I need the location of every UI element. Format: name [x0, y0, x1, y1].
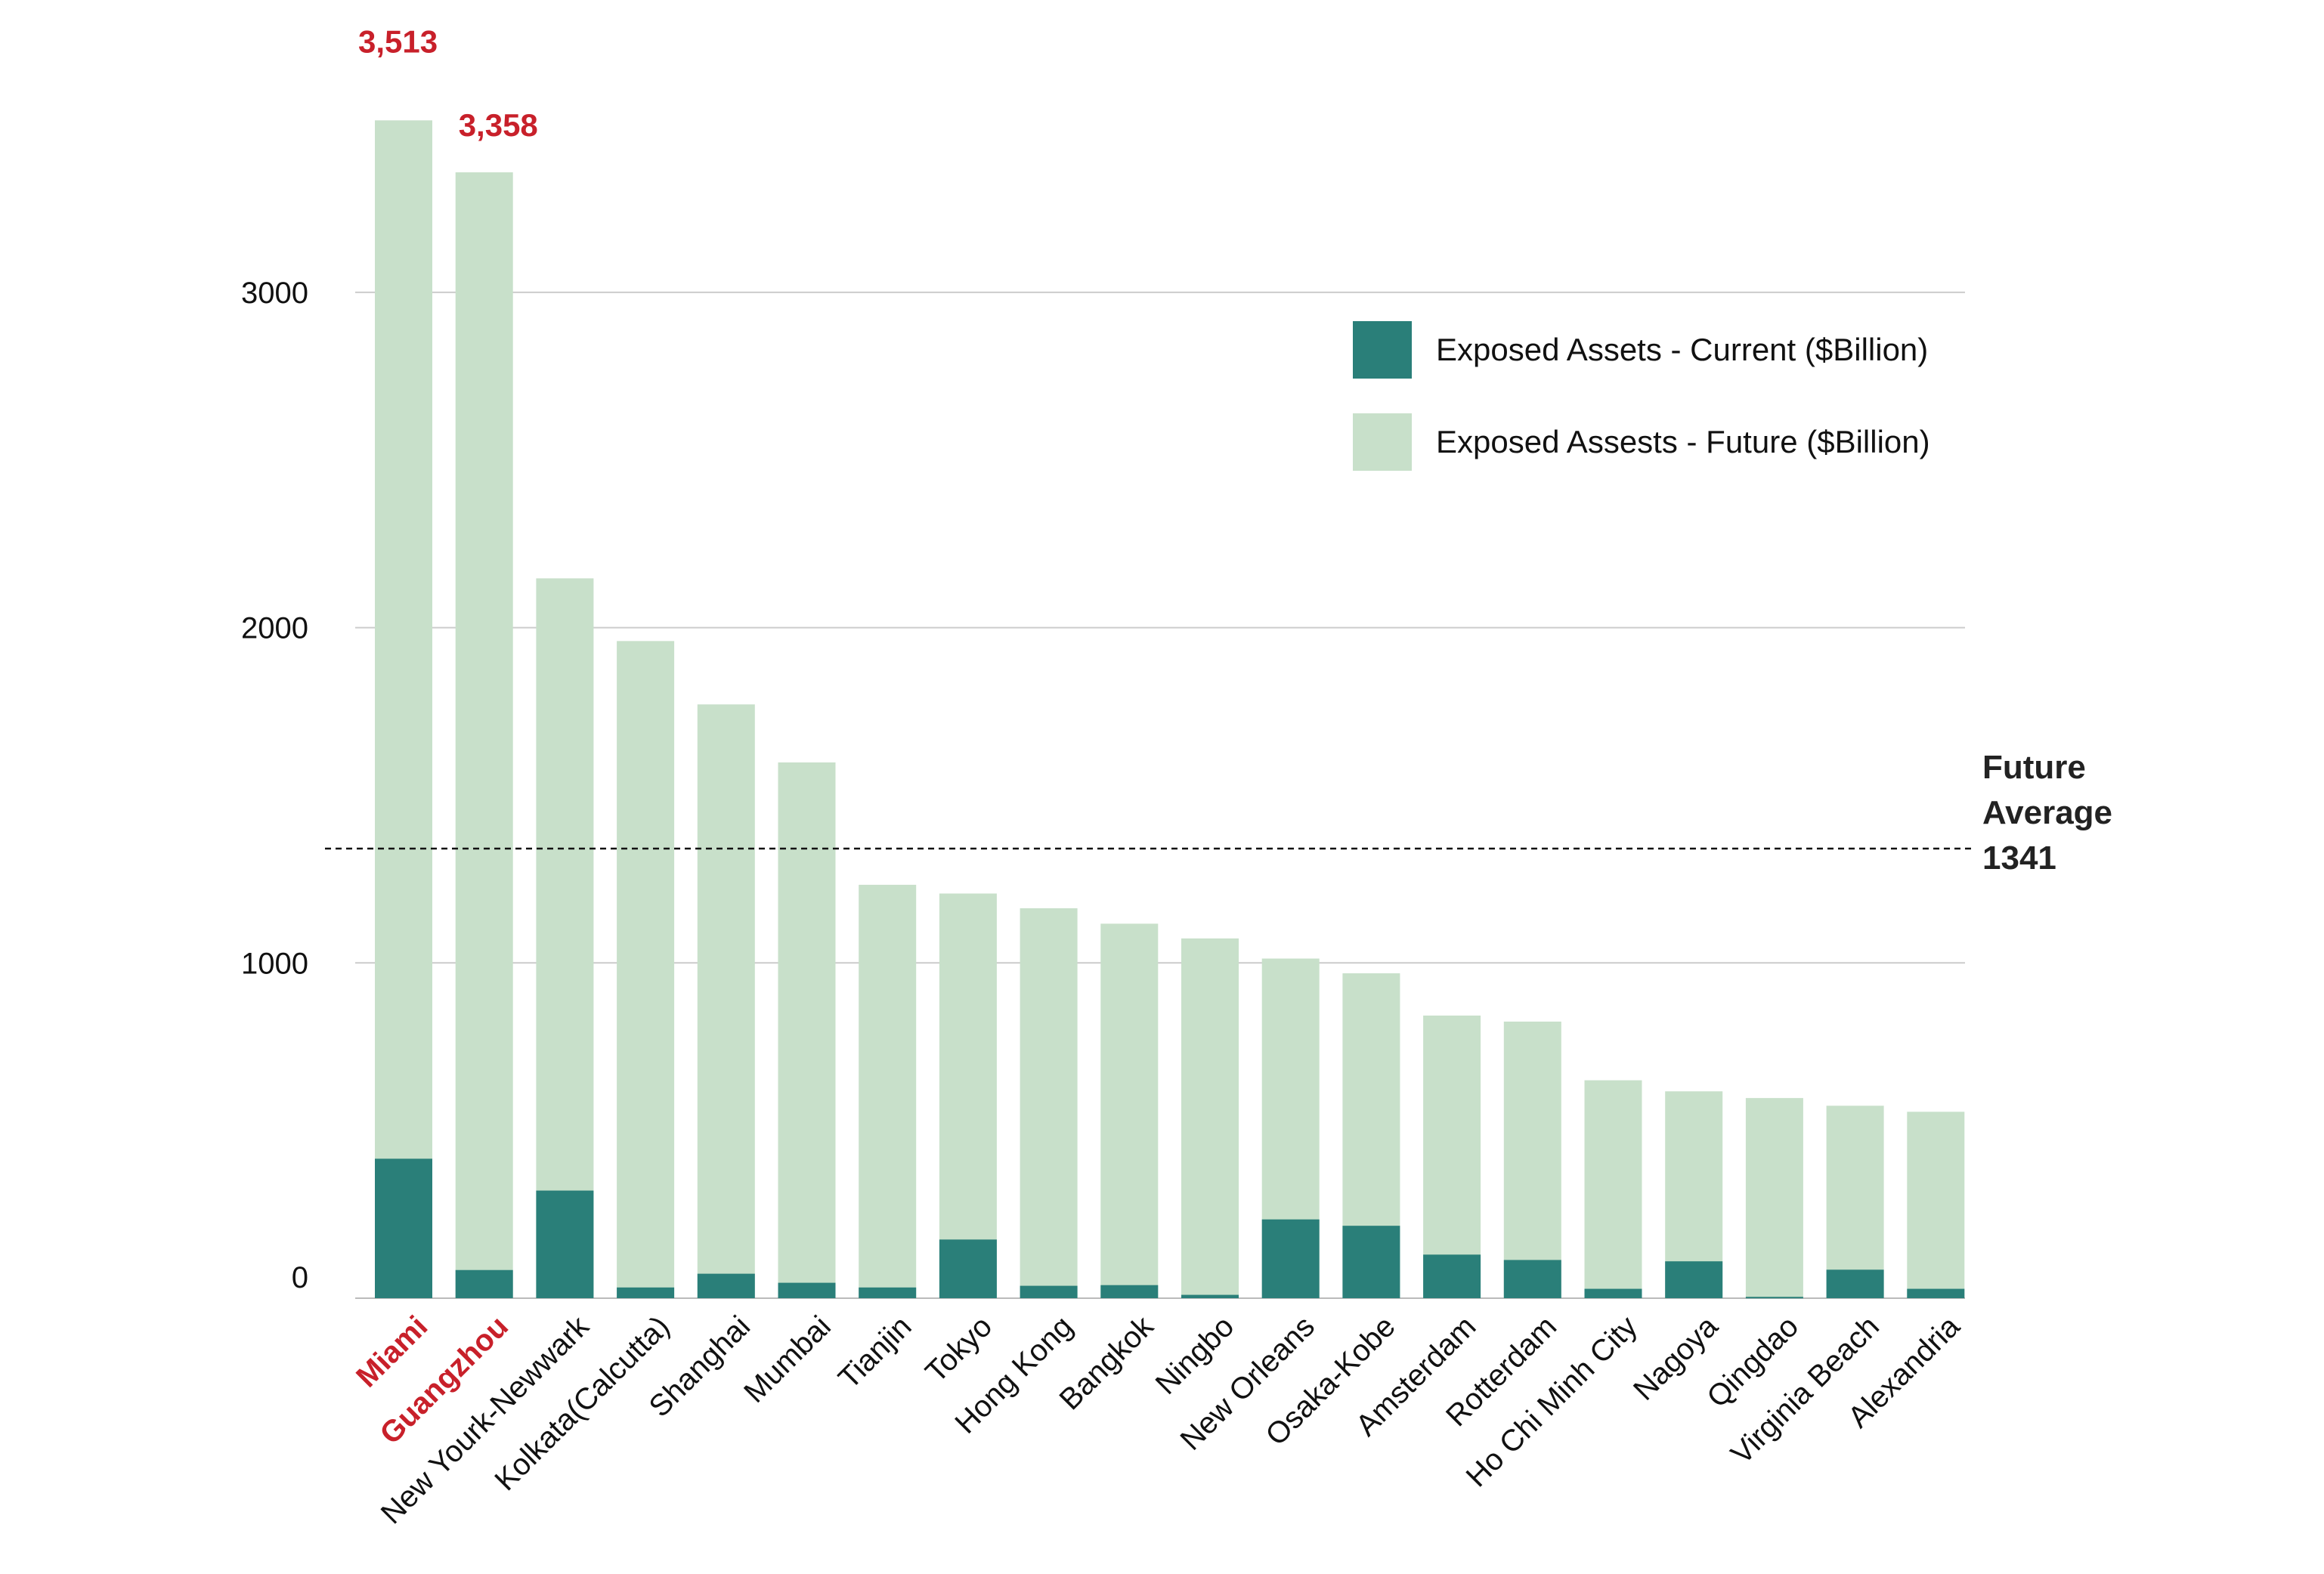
x-category-label: Tianjin	[832, 1310, 918, 1395]
y-tick-label: 3000	[241, 277, 308, 310]
bar-current	[375, 1158, 432, 1298]
bar-current	[1584, 1288, 1642, 1298]
bar-future	[778, 762, 836, 1298]
bar-future	[939, 893, 997, 1298]
bar-current	[939, 1239, 997, 1298]
bar-current	[697, 1273, 755, 1298]
bar-current	[1261, 1219, 1320, 1298]
bar-current	[455, 1269, 513, 1298]
bar-future	[536, 578, 594, 1298]
legend: Exposed Assets - Current ($Billion) Expos…	[1353, 321, 1930, 471]
bar-future	[1826, 1106, 1884, 1298]
bar-future	[455, 172, 513, 1298]
y-tick-label: 2000	[241, 612, 308, 645]
bar-future	[1423, 1015, 1481, 1298]
bar-current	[1100, 1285, 1159, 1298]
bar-current	[1745, 1297, 1803, 1299]
bar-current	[1503, 1260, 1561, 1298]
data-label: 3,513	[358, 23, 438, 59]
data-label: 3,358	[459, 107, 538, 143]
y-tick-label: 0	[292, 1261, 308, 1294]
bar-current	[1826, 1269, 1884, 1298]
bar-current	[1423, 1254, 1481, 1298]
future-average-label: Future	[1982, 749, 2086, 786]
reference-layer: Future Average 1341	[325, 749, 2112, 877]
bar-current	[778, 1282, 836, 1298]
bar-current	[859, 1287, 917, 1298]
legend-swatch	[1353, 321, 1412, 379]
y-tick-label: 1000	[241, 947, 308, 980]
bar-current	[536, 1190, 594, 1298]
bar-future	[1907, 1112, 1965, 1298]
legend-label: Exposed Assets - Current ($Billion)	[1436, 332, 1928, 367]
bar-future	[1100, 923, 1159, 1298]
bar-current	[617, 1287, 675, 1298]
bar-future	[375, 120, 432, 1299]
bar-future	[1745, 1098, 1803, 1298]
bar-future	[697, 704, 755, 1298]
legend-label: Exposed Assests - Future ($Billion)	[1436, 424, 1930, 459]
bars-layer	[375, 120, 1965, 1299]
bar-future	[1181, 938, 1239, 1298]
bar-current	[1181, 1294, 1239, 1298]
bar-current	[1342, 1226, 1400, 1298]
bar-future	[1020, 908, 1078, 1298]
future-average-label: 1341	[1982, 840, 2056, 877]
bar-future	[1503, 1021, 1561, 1298]
bar-future	[617, 641, 675, 1298]
bar-current	[1907, 1288, 1965, 1298]
x-category-label: Tokyo	[919, 1310, 998, 1389]
bar-future	[1584, 1080, 1642, 1298]
x-category-label: Mumbai	[738, 1310, 837, 1409]
future-average-label: Average	[1982, 794, 2112, 831]
legend-swatch	[1353, 413, 1412, 471]
bar-current	[1020, 1285, 1078, 1298]
bar-current	[1665, 1261, 1723, 1298]
bar-future	[859, 884, 917, 1298]
